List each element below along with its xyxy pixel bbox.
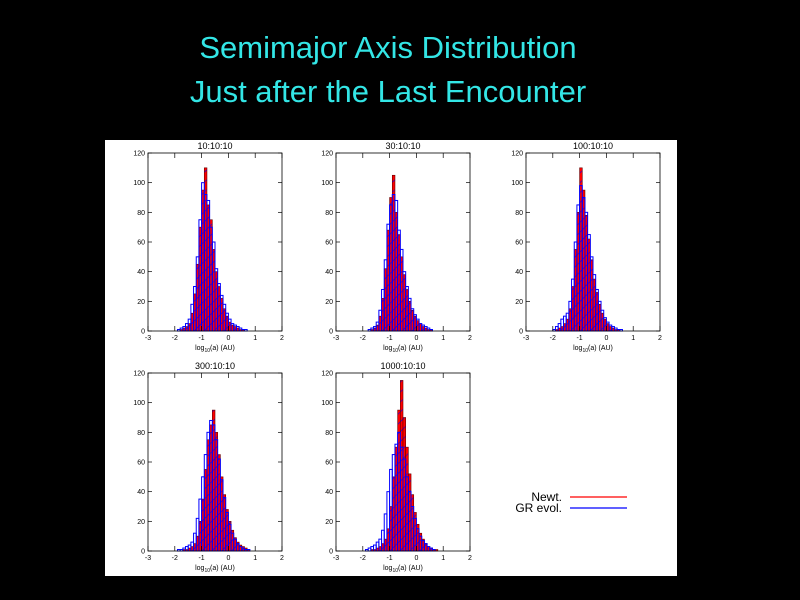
x-axis-label-part: log — [195, 565, 204, 572]
x-tick-label: 0 — [414, 335, 418, 342]
x-tick-label: 1 — [253, 335, 257, 342]
y-tick-label: 40 — [137, 269, 145, 276]
x-tick-label: 1 — [441, 555, 445, 562]
x-axis-label-sub: 10 — [392, 568, 398, 574]
y-tick-label: 80 — [325, 210, 333, 217]
y-tick-label: 100 — [321, 180, 333, 187]
x-tick-label: 0 — [226, 555, 230, 562]
panel-title: 30:10:10 — [385, 141, 420, 151]
x-axis-label-sub: 10 — [392, 348, 398, 354]
x-tick-label: 0 — [604, 335, 608, 342]
x-axis-label: log10(a) (AU) — [195, 565, 235, 574]
x-tick-label: -1 — [386, 555, 392, 562]
y-tick-label: 120 — [321, 151, 333, 158]
x-tick-label: -1 — [386, 335, 392, 342]
legend-label: GR evol. — [515, 501, 562, 515]
y-tick-label: 120 — [321, 371, 333, 378]
x-tick-label: -3 — [145, 555, 151, 562]
x-axis-label-sub: 10 — [204, 348, 210, 354]
y-tick-label: 40 — [325, 269, 333, 276]
legend-label: Newt. — [531, 490, 562, 504]
x-axis-label-part: (a) (AU) — [210, 345, 235, 352]
y-tick-label: 100 — [133, 180, 145, 187]
x-tick-label: 2 — [468, 555, 472, 562]
y-tick-label: 120 — [133, 371, 145, 378]
x-tick-label: -2 — [360, 555, 366, 562]
panel-title: 1000:10:10 — [380, 361, 425, 371]
x-tick-label: -2 — [360, 335, 366, 342]
y-tick-label: 60 — [137, 240, 145, 247]
y-tick-label: 120 — [511, 151, 523, 158]
y-tick-label: 80 — [515, 210, 523, 217]
y-tick-label: 120 — [133, 151, 145, 158]
x-axis-label: log10(a) (AU) — [383, 565, 423, 574]
x-axis-label-part: (a) (AU) — [210, 565, 235, 572]
x-tick-label: 1 — [441, 335, 445, 342]
y-tick-label: 60 — [515, 240, 523, 247]
x-axis-label-part: log — [573, 345, 582, 352]
x-tick-label: -2 — [172, 335, 178, 342]
y-tick-label: 40 — [325, 489, 333, 496]
x-tick-label: 2 — [468, 335, 472, 342]
x-axis-label-part: (a) (AU) — [398, 565, 423, 572]
x-tick-label: 2 — [280, 335, 284, 342]
y-tick-label: 0 — [519, 329, 523, 336]
x-axis-label: log10(a) (AU) — [573, 345, 613, 354]
y-tick-label: 0 — [141, 329, 145, 336]
x-tick-label: -3 — [523, 335, 529, 342]
y-tick-label: 0 — [329, 329, 333, 336]
slide-title: Just after the Last Encounter — [190, 74, 586, 109]
x-axis-label-part: log — [383, 345, 392, 352]
panel-title: 300:10:10 — [195, 361, 235, 371]
x-axis-label-part: log — [383, 565, 392, 572]
y-tick-label: 80 — [137, 210, 145, 217]
y-tick-label: 100 — [511, 180, 523, 187]
x-tick-label: 0 — [226, 335, 230, 342]
x-tick-label: 2 — [658, 335, 662, 342]
x-tick-label: -2 — [550, 335, 556, 342]
x-tick-label: -1 — [198, 335, 204, 342]
x-tick-label: -3 — [333, 335, 339, 342]
y-tick-label: 20 — [137, 299, 145, 306]
slide-title: Semimajor Axis Distribution — [199, 30, 576, 65]
x-axis-label-sub: 10 — [582, 348, 588, 354]
y-tick-label: 60 — [325, 460, 333, 467]
y-tick-label: 80 — [137, 430, 145, 437]
y-tick-label: 0 — [141, 549, 145, 556]
y-tick-label: 100 — [133, 400, 145, 407]
y-tick-label: 20 — [515, 299, 523, 306]
x-tick-label: -3 — [145, 335, 151, 342]
y-tick-label: 20 — [137, 519, 145, 526]
y-tick-label: 20 — [325, 519, 333, 526]
y-tick-label: 100 — [321, 400, 333, 407]
x-tick-label: 0 — [414, 555, 418, 562]
panel-title: 10:10:10 — [197, 141, 232, 151]
x-tick-label: 1 — [253, 555, 257, 562]
y-tick-label: 40 — [515, 269, 523, 276]
y-tick-label: 80 — [325, 430, 333, 437]
y-tick-label: 0 — [329, 549, 333, 556]
panel-title: 100:10:10 — [573, 141, 613, 151]
x-axis-label-part: (a) (AU) — [398, 345, 423, 352]
x-axis-label-part: (a) (AU) — [588, 345, 613, 352]
x-tick-label: -1 — [576, 335, 582, 342]
y-tick-label: 20 — [325, 299, 333, 306]
x-axis-label-part: log — [195, 345, 204, 352]
y-tick-label: 40 — [137, 489, 145, 496]
x-tick-label: -2 — [172, 555, 178, 562]
y-tick-label: 60 — [325, 240, 333, 247]
x-axis-label: log10(a) (AU) — [195, 345, 235, 354]
x-axis-label: log10(a) (AU) — [383, 345, 423, 354]
y-tick-label: 60 — [137, 460, 145, 467]
x-tick-label: 1 — [631, 335, 635, 342]
x-axis-label-sub: 10 — [204, 568, 210, 574]
x-tick-label: -3 — [333, 555, 339, 562]
x-tick-label: 2 — [280, 555, 284, 562]
x-tick-label: -1 — [198, 555, 204, 562]
